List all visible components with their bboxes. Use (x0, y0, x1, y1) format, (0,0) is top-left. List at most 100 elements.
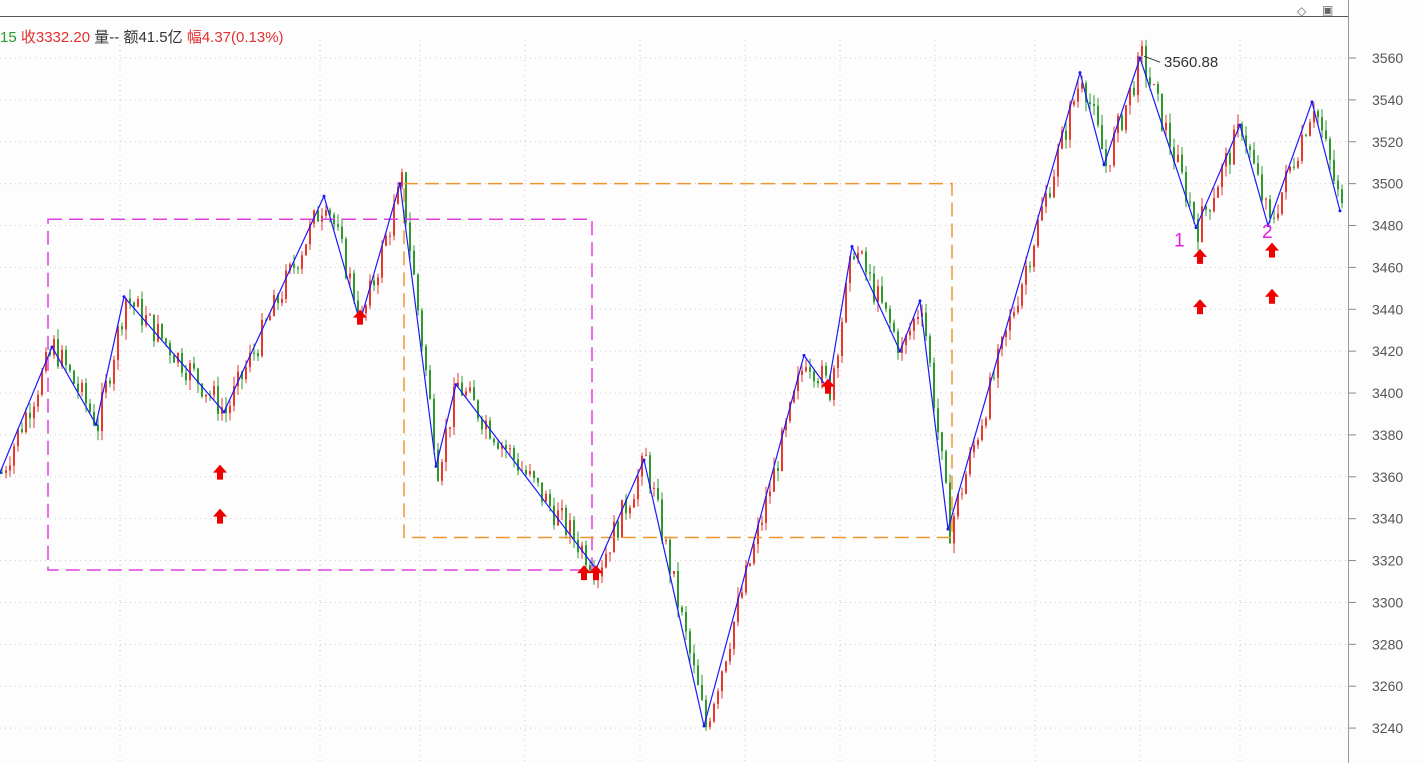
candle-body (117, 326, 119, 360)
y-tick-label: 3440 (1372, 301, 1403, 317)
candle-body (765, 496, 767, 523)
candle-body (329, 210, 331, 215)
candle-body (1161, 93, 1163, 131)
candle-body (113, 359, 115, 384)
candle-body (1333, 159, 1335, 181)
candle-body (1185, 172, 1187, 202)
candle-body (573, 520, 575, 540)
diamond-icon[interactable]: ◇ (1297, 4, 1307, 18)
candle-body (989, 377, 991, 419)
candle-body (609, 552, 611, 554)
candle-body (77, 383, 79, 392)
y-tick-label: 3300 (1372, 594, 1403, 610)
up-arrow-icon (213, 464, 227, 480)
candle-body (945, 451, 947, 483)
candle-body (833, 368, 835, 400)
candle-body (517, 459, 519, 471)
zigzag-pivot (1138, 56, 1142, 60)
candle-body (1021, 284, 1023, 306)
candle-body (653, 487, 655, 489)
candle-body (673, 570, 675, 574)
candle-body (1301, 134, 1303, 161)
y-tick-label: 3460 (1372, 259, 1403, 275)
candle-body (281, 298, 283, 303)
candle-body (1169, 122, 1171, 148)
zigzag-pivot (918, 299, 922, 303)
candle-body (1029, 265, 1031, 267)
candle-body (1013, 312, 1015, 317)
candle-body (889, 308, 891, 323)
candle-body (797, 374, 799, 392)
candle-body (977, 440, 979, 445)
candle-body (665, 539, 667, 541)
candle-body (821, 365, 823, 384)
zigzag-pivot (946, 527, 950, 531)
candle-body (1197, 219, 1199, 242)
candle-body (565, 507, 567, 535)
up-arrow-icon (821, 378, 835, 394)
candle-body (849, 256, 851, 283)
candle-body (301, 255, 303, 269)
candle-body (57, 338, 59, 367)
candle-body (1309, 122, 1311, 136)
candle-body (9, 465, 11, 471)
candle-body (769, 491, 771, 497)
candle-body (589, 565, 591, 571)
candle-body (261, 319, 263, 357)
candle-body (533, 471, 535, 479)
candle-body (789, 402, 791, 422)
price-info-bar: 15 收3332.20 量-- 额41.5亿 幅4.37(0.13%) (0, 26, 284, 47)
candle-body (5, 470, 7, 473)
candle-body (1165, 122, 1167, 131)
zigzag-pivot (1238, 123, 1242, 127)
candle-body (913, 319, 915, 331)
candle-body (381, 245, 383, 278)
candle-body (809, 367, 811, 372)
candle-body (1317, 111, 1319, 118)
candle-body (1249, 146, 1251, 150)
candle-body (453, 386, 455, 428)
candle-body (1141, 46, 1143, 56)
candle-body (669, 539, 671, 574)
candle-body (661, 499, 663, 541)
y-tick-label: 3280 (1372, 636, 1403, 652)
candle-body (941, 432, 943, 452)
candle-body (1213, 197, 1215, 212)
candle-body (401, 172, 403, 187)
candle-body (497, 442, 499, 449)
candle-body (33, 406, 35, 419)
candle-body (337, 224, 339, 227)
zigzag-pivot (1078, 71, 1082, 75)
candle-body (493, 438, 495, 443)
zigzag-pivot (702, 724, 706, 728)
candle-body (845, 282, 847, 322)
candle-body (461, 382, 463, 396)
candle-body (649, 455, 651, 489)
candle-body (1261, 174, 1263, 201)
y-tick-label: 3260 (1372, 678, 1403, 694)
zigzag-pivot (434, 464, 438, 468)
zigzag-pivot (0, 471, 2, 475)
candle-body (637, 476, 639, 500)
candle-body (93, 411, 95, 426)
zigzag-pivot (1102, 163, 1106, 167)
zigzag-pivot (454, 383, 458, 387)
candle-body (793, 391, 795, 403)
candle-body (817, 381, 819, 384)
candle-body (421, 310, 423, 347)
candle-body (177, 352, 179, 363)
window-toggle-icon[interactable]: ▣ (1322, 3, 1334, 17)
candle-body (197, 368, 199, 384)
candle-body (153, 314, 155, 342)
candle-body (925, 312, 927, 337)
candle-body (1017, 305, 1019, 313)
candle-body (357, 300, 359, 318)
candle-body (1025, 265, 1027, 285)
candle-body (17, 429, 19, 447)
candle-body (601, 567, 603, 577)
candle-body (641, 455, 643, 477)
zigzag-pivot (398, 182, 402, 186)
candle-body (1181, 154, 1183, 173)
candle-body (441, 462, 443, 481)
y-tick-label: 3320 (1372, 553, 1403, 569)
